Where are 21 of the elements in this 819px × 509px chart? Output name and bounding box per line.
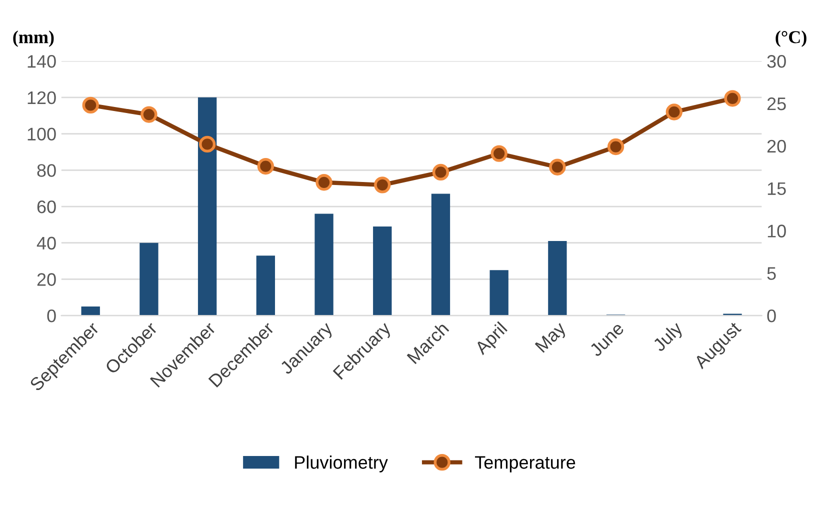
- x-tick-label: May: [534, 320, 570, 356]
- x-tick-label: July: [652, 320, 686, 355]
- y-tick-label: 40: [36, 236, 56, 250]
- y2-tick-label: 20: [767, 140, 786, 153]
- y-tick-label: 120: [28, 91, 56, 104]
- y2-tick-label: 5: [767, 267, 776, 280]
- y-tick-label: 80: [37, 164, 56, 177]
- y-tick-label: 0: [47, 310, 56, 322]
- legend-label: Temperature: [475, 456, 576, 472]
- y2-tick-label: 30: [767, 55, 786, 68]
- y2-tick-label: 25: [767, 97, 786, 110]
- y2-tick-label: 0: [767, 310, 776, 322]
- y2-tick-label: 15: [768, 182, 786, 196]
- legend-label: Pluviometry: [295, 456, 388, 472]
- y-tick-label: 100: [28, 128, 56, 141]
- y-tick-label: 60: [37, 200, 56, 214]
- y2-axis-title: (°C): [776, 30, 806, 47]
- y-tick-label: 20: [37, 273, 56, 286]
- y-axis-title: (mm): [13, 30, 54, 47]
- y-tick-label: 140: [28, 55, 56, 68]
- y2-tick-label: 10: [768, 224, 786, 238]
